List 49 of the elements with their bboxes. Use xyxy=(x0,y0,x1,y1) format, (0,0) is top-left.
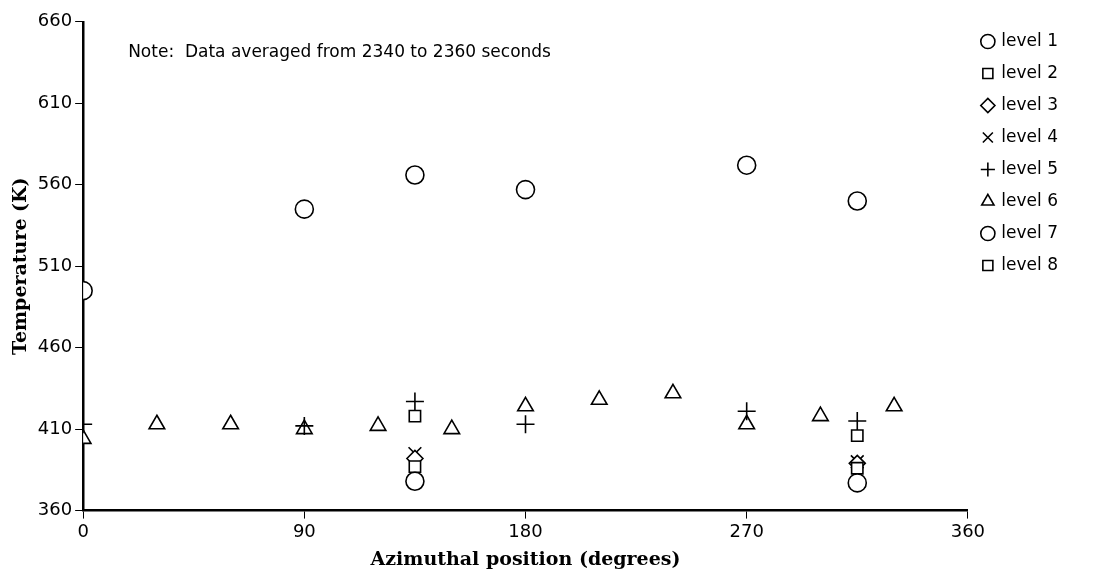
point xyxy=(408,460,422,474)
point xyxy=(736,401,757,422)
x-axis-title: Azimuthal position (degrees) xyxy=(369,546,681,569)
point xyxy=(847,411,868,431)
x-tick-label: 360 xyxy=(950,520,986,542)
point xyxy=(222,414,240,430)
point xyxy=(443,419,461,435)
annotation: Note: Data averaged from 2340 to 2360 seconds xyxy=(128,40,552,61)
point xyxy=(850,461,864,475)
point xyxy=(738,414,756,430)
point xyxy=(405,391,425,412)
point xyxy=(515,414,536,435)
y-axis-title: Temperature (K) xyxy=(8,177,31,356)
point xyxy=(515,179,536,200)
point xyxy=(736,155,757,175)
point xyxy=(294,199,315,219)
y-tick-label: 510 xyxy=(37,253,73,275)
point xyxy=(405,471,425,492)
x-tick-label: 90 xyxy=(292,520,316,542)
point xyxy=(369,416,387,432)
y-tick-label: 360 xyxy=(37,498,73,520)
y-tick-label: 410 xyxy=(37,416,73,438)
y-tick-label: 460 xyxy=(37,335,73,357)
legend-label: level 3 xyxy=(1001,93,1059,114)
legend-label: level 4 xyxy=(1001,125,1059,146)
point xyxy=(408,409,422,423)
point xyxy=(847,473,868,493)
legend-label: level 6 xyxy=(1001,189,1059,210)
y-tick-label: 560 xyxy=(37,172,73,194)
point xyxy=(850,429,864,443)
point xyxy=(885,396,903,412)
y-tick-label: 610 xyxy=(37,90,73,112)
point xyxy=(516,396,535,412)
point xyxy=(405,165,425,185)
x-tick-label: 270 xyxy=(729,520,764,542)
legend-label: level 7 xyxy=(1001,221,1059,242)
legend-label: level 1 xyxy=(1001,29,1059,50)
point xyxy=(664,383,682,399)
point xyxy=(811,406,829,422)
y-tick-label: 660 xyxy=(37,9,73,31)
legend-label: level 2 xyxy=(1001,61,1059,82)
point xyxy=(148,414,166,430)
x-tick-label: 180 xyxy=(508,520,543,542)
x-tick-label: 0 xyxy=(77,520,89,542)
point xyxy=(590,390,608,406)
point xyxy=(850,454,865,469)
legend-label: level 8 xyxy=(1001,253,1059,274)
point xyxy=(847,191,868,211)
legend-label: level 5 xyxy=(1001,157,1059,178)
